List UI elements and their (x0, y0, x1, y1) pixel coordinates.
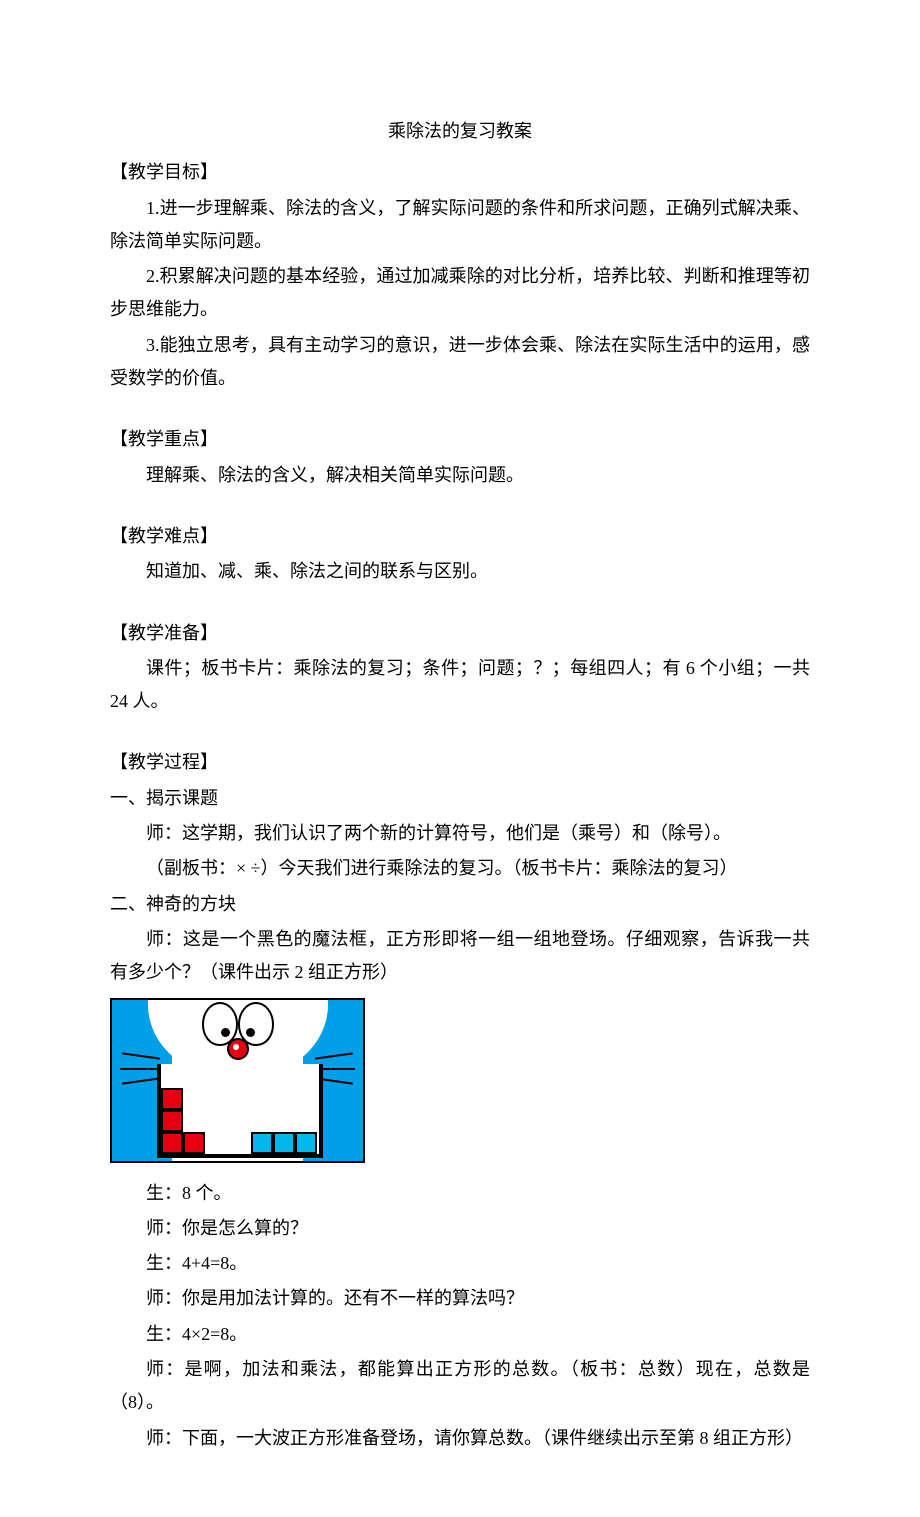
goal-1: 1.进一步理解乘、除法的含义，了解实际问题的条件和所求问题，正确列式解决乘、除法… (110, 192, 810, 259)
dialogue-line-5: 生：4×2=8。 (110, 1318, 810, 1351)
focus-body: 理解乘、除法的含义，解决相关简单实际问题。 (110, 459, 810, 492)
page-title: 乘除法的复习教案 (110, 115, 810, 148)
dialogue-line-4: 师：你是用加法计算的。还有不一样的算法吗？ (110, 1282, 810, 1315)
dialogue-line-7: 师：下面，一大波正方形准备登场，请你算总数。（课件继续出示至第 8 组正方形） (110, 1422, 810, 1455)
goal-3: 3.能独立思考，具有主动学习的意识，进一步体会乘、除法在实际生活中的运用，感受数… (110, 329, 810, 396)
prep-heading: 【教学准备】 (110, 617, 810, 650)
prep-body: 课件；板书卡片：乘除法的复习；条件；问题；？；每组四人；有 6 个小组；一共 2… (110, 652, 810, 719)
magic-frame (157, 1064, 323, 1158)
process-2a: 师：这是一个黑色的魔法框，正方形即将一组一组地登场。仔细观察，告诉我一共有多少个… (110, 923, 810, 990)
difficulty-body: 知道加、减、乘、除法之间的联系与区别。 (110, 555, 810, 588)
process-heading: 【教学过程】 (110, 746, 810, 779)
doraemon-squares-figure (110, 998, 365, 1163)
dialogue-line-6: 师：是啊，加法和乘法，都能算出正方形的总数。（板书：总数）现在，总数是（8）。 (110, 1353, 810, 1420)
goals-heading: 【教学目标】 (110, 156, 810, 189)
nose-icon (227, 1038, 249, 1060)
process-1b: （副板书：× ÷）今天我们进行乘除法的复习。（板书卡片：乘除法的复习） (110, 852, 810, 885)
process-2-title: 二、神奇的方块 (110, 888, 810, 921)
dialogue-line-3: 生：4+4=8。 (110, 1247, 810, 1280)
difficulty-heading: 【教学难点】 (110, 520, 810, 553)
process-1a: 师：这学期，我们认识了两个新的计算符号，他们是（乘号）和（除号）。 (110, 817, 810, 850)
process-1-title: 一、揭示课题 (110, 782, 810, 815)
dialogue-line-2: 师：你是怎么算的？ (110, 1212, 810, 1245)
dialogue-line-1: 生：8 个。 (110, 1177, 810, 1210)
goal-2: 2.积累解决问题的基本经验，通过加减乘除的对比分析，培养比较、判断和推理等初步思… (110, 260, 810, 327)
focus-heading: 【教学重点】 (110, 423, 810, 456)
